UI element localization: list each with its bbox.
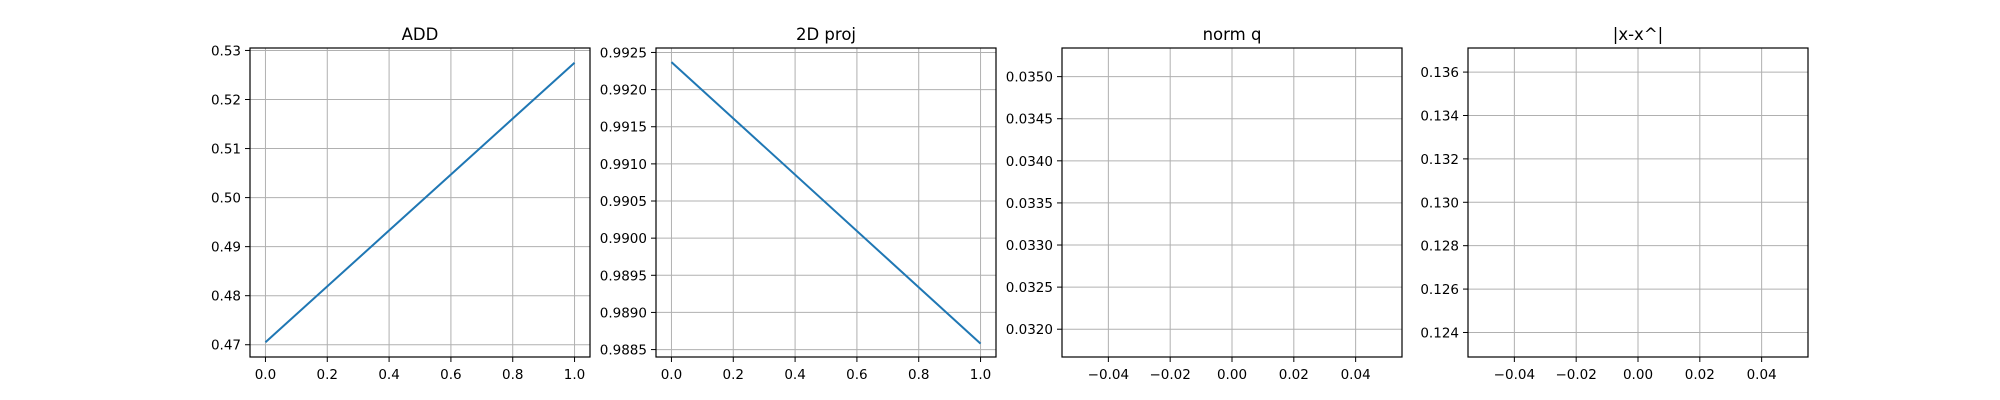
y-tick-label: 0.48: [211, 289, 241, 305]
y-tick-label: 0.132: [1420, 152, 1459, 168]
y-tick-label: 0.9915: [600, 120, 647, 136]
x-tick-label: 0.6: [440, 367, 461, 383]
x-tick-label: 1.0: [564, 367, 585, 383]
y-tick-label: 0.130: [1420, 195, 1459, 211]
y-tick-label: 0.9895: [600, 268, 647, 284]
x-tick-label: 0.4: [378, 367, 399, 383]
x-tick-label: 0.02: [1685, 367, 1715, 383]
y-tick-label: 0.0350: [1006, 70, 1053, 86]
y-tick-label: 0.126: [1420, 282, 1459, 298]
plot-frame: [655, 47, 997, 358]
x-tick-label: 1.0: [970, 367, 991, 383]
x-tick-label: −0.04: [1088, 367, 1129, 383]
y-tick-label: 0.9900: [600, 231, 647, 247]
y-tick-label: 0.50: [211, 191, 241, 207]
x-tick-label: 0.6: [846, 367, 867, 383]
x-tick-label: 0.02: [1279, 367, 1309, 383]
y-tick-label: 0.0330: [1006, 238, 1053, 254]
subplot-title: norm q: [1203, 25, 1262, 44]
subplot-title: |x-x^|: [1613, 25, 1663, 44]
x-tick-label: 0.0: [255, 367, 276, 383]
x-tick-label: −0.04: [1494, 367, 1535, 383]
x-tick-label: 0.00: [1623, 367, 1653, 383]
x-tick-label: −0.02: [1149, 367, 1190, 383]
series-line: [670, 61, 982, 345]
subplot-2: 0.0 0.2 0.4 0.6 0.8 1.0 0.9885 0.9890 0.9895 0.99…: [600, 25, 997, 383]
y-tick-label: 0.9885: [600, 343, 647, 359]
y-tick-label: 0.9925: [600, 45, 647, 61]
y-tick-label: 0.49: [211, 240, 241, 256]
y-tick-label: 0.0335: [1006, 196, 1053, 212]
y-tick-label: 0.9905: [600, 194, 647, 210]
y-tick-label: 0.0340: [1006, 154, 1053, 170]
y-tick-label: 0.51: [211, 142, 241, 158]
x-tick-label: 0.8: [502, 367, 523, 383]
series-line: [264, 61, 576, 344]
x-tick-label: 0.00: [1217, 367, 1247, 383]
y-tick-label: 0.9920: [600, 83, 647, 99]
subplot-4: −0.04 −0.02 0.00 0.02 0.04 0.124 0.126 0.128 0.1…: [1420, 25, 1809, 383]
subplot-3: −0.04 −0.02 0.00 0.02 0.04 0.0320 0.0325 0.0330…: [1006, 25, 1403, 383]
x-tick-label: 0.2: [317, 367, 338, 383]
y-tick-label: 0.128: [1420, 239, 1459, 255]
subplot-1: 0.0 0.2 0.4 0.6 0.8 1.0 0.47 0.48 0.49 0.50 0.51 0.…: [211, 25, 591, 383]
y-tick-label: 0.136: [1420, 65, 1459, 81]
y-tick-label: 0.53: [211, 43, 241, 59]
x-tick-label: −0.02: [1555, 367, 1596, 383]
y-tick-label: 0.0320: [1006, 322, 1053, 338]
x-tick-label: 0.04: [1341, 367, 1371, 383]
plot-frame: [249, 47, 591, 358]
y-tick-label: 0.134: [1420, 108, 1459, 124]
x-tick-label: 0.2: [723, 367, 744, 383]
x-tick-label: 0.0: [661, 367, 682, 383]
y-tick-label: 0.124: [1420, 325, 1459, 341]
y-tick-label: 0.0325: [1006, 280, 1053, 296]
x-tick-label: 0.04: [1747, 367, 1777, 383]
subplot-title: ADD: [402, 25, 439, 44]
y-tick-label: 0.52: [211, 93, 241, 109]
x-tick-label: 0.8: [908, 367, 929, 383]
subplot-title: 2D proj: [796, 25, 856, 44]
y-tick-label: 0.9910: [600, 157, 647, 173]
y-tick-label: 0.47: [211, 338, 241, 354]
x-tick-label: 0.4: [784, 367, 805, 383]
y-tick-label: 0.0345: [1006, 112, 1053, 128]
y-tick-label: 0.9890: [600, 305, 647, 321]
